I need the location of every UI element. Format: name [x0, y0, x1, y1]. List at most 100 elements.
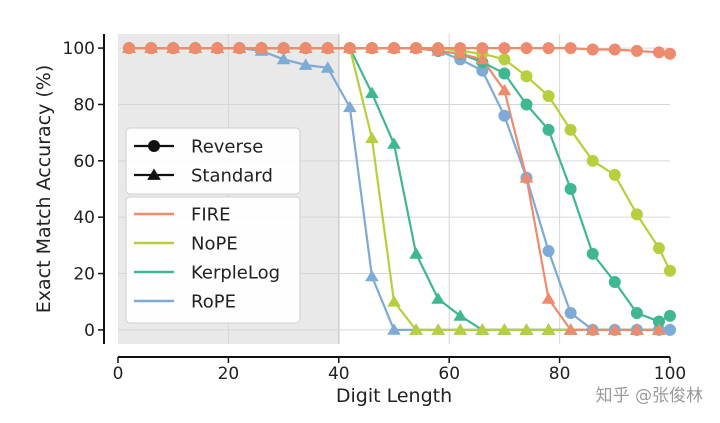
point-nope-standard — [497, 323, 512, 335]
point-nope-standard — [475, 323, 490, 335]
point-fire-standard — [607, 323, 622, 335]
point-fire-reverse — [365, 42, 378, 55]
point-fire-reverse — [388, 42, 400, 55]
point-kerplelog-reverse — [664, 309, 676, 322]
point-fire-reverse — [410, 42, 423, 55]
point-fire-reverse — [189, 42, 202, 55]
point-kerplelog-standard — [453, 309, 468, 321]
point-nope-standard — [409, 323, 423, 335]
point-nope-reverse — [564, 123, 577, 136]
point-nope-reverse — [542, 90, 555, 102]
point-fire-reverse — [299, 42, 312, 55]
y-tick-label: 40 — [73, 208, 95, 228]
point-kerplelog-reverse — [498, 67, 511, 80]
legend-format-box — [125, 127, 301, 195]
x-tick-label: 80 — [549, 364, 571, 384]
point-fire-reverse — [321, 42, 334, 55]
x-tick-label: 40 — [328, 364, 350, 384]
y-tick-label: 80 — [73, 95, 95, 115]
point-fire-reverse — [586, 43, 599, 56]
point-nope-standard — [541, 323, 556, 335]
point-fire-reverse — [476, 42, 489, 55]
point-fire-standard — [563, 323, 578, 335]
legend-label-fire: FIRE — [191, 205, 231, 226]
point-kerplelog-standard — [409, 247, 423, 259]
point-kerplelog-reverse — [630, 307, 643, 319]
point-fire-reverse — [542, 42, 555, 55]
point-nope-standard — [387, 295, 401, 307]
point-nope-standard — [365, 131, 379, 144]
point-kerplelog-reverse — [586, 247, 599, 260]
point-fire-reverse — [123, 42, 136, 55]
y-tick-label: 100 — [63, 39, 95, 59]
point-fire-reverse — [167, 42, 180, 55]
point-fire-reverse — [498, 42, 511, 55]
point-nope-standard — [519, 323, 534, 335]
x-tick-label: 100 — [654, 364, 686, 384]
point-fire-standard — [541, 292, 556, 304]
y-axis-label: Exact Match Accuracy (%) — [33, 65, 55, 314]
point-nope-reverse — [520, 70, 533, 83]
point-kerplelog-standard — [431, 292, 445, 304]
point-nope-reverse — [630, 208, 643, 221]
point-kerplelog-reverse — [608, 276, 621, 288]
point-fire-standard — [630, 323, 644, 335]
point-nope-standard — [453, 323, 468, 335]
point-nope-standard — [431, 323, 445, 335]
point-fire-standard — [497, 83, 512, 96]
legend-label-reverse: Reverse — [191, 137, 263, 158]
point-fire-reverse — [664, 47, 676, 60]
legend-label-rope: RoPE — [191, 292, 236, 313]
legend-label-standard: Standard — [191, 166, 273, 187]
point-fire-reverse — [233, 42, 246, 55]
axes — [98, 34, 671, 363]
point-nope-reverse — [608, 168, 621, 181]
x-axis-label: Digit Length — [336, 385, 452, 407]
point-fire-standard — [585, 323, 600, 335]
legend-series-box — [125, 196, 301, 324]
series-markers — [122, 41, 676, 336]
point-fire-standard — [652, 323, 666, 335]
point-fire-reverse — [211, 42, 224, 55]
point-fire-reverse — [432, 42, 445, 55]
point-rope-standard — [365, 269, 379, 282]
legend-marker-reverse — [148, 140, 160, 152]
point-rope-standard — [298, 58, 313, 70]
y-tick-label: 20 — [73, 265, 95, 285]
point-rope-standard — [343, 100, 357, 113]
x-tick-label: 20 — [218, 364, 240, 384]
point-nope-reverse — [498, 53, 511, 66]
x-tick-label: 60 — [438, 364, 460, 384]
y-tick-label: 0 — [84, 321, 95, 341]
point-fire-reverse — [520, 42, 533, 55]
point-fire-standard — [519, 171, 534, 183]
point-fire-reverse — [255, 42, 268, 55]
legend-label-nope: NoPE — [191, 234, 238, 255]
point-rope-reverse — [542, 245, 555, 257]
x-tick-label: 0 — [113, 364, 124, 384]
legend: Reverse Standard FIRE NoPE KerpleLog RoPE — [125, 127, 301, 324]
point-fire-reverse — [343, 42, 356, 55]
point-nope-reverse — [664, 264, 676, 277]
point-nope-reverse — [652, 242, 665, 255]
point-kerplelog-standard — [365, 86, 379, 99]
point-rope-standard — [320, 61, 335, 73]
point-rope-reverse — [664, 323, 676, 336]
point-kerplelog-reverse — [542, 123, 555, 136]
point-rope-reverse — [564, 307, 577, 319]
legend-marker-standard — [147, 168, 161, 180]
point-fire-reverse — [608, 43, 621, 56]
point-fire-reverse — [277, 42, 290, 55]
point-rope-standard — [387, 323, 401, 335]
point-fire-reverse — [630, 44, 643, 57]
point-kerplelog-standard — [387, 137, 401, 149]
point-fire-reverse — [652, 46, 665, 59]
point-kerplelog-reverse — [564, 183, 577, 195]
point-rope-standard — [276, 52, 291, 65]
tick-labels: 0 20 40 60 80 100 0 20 40 60 80 100 — [63, 39, 687, 384]
point-fire-reverse — [145, 42, 158, 55]
y-tick-label: 60 — [73, 152, 95, 172]
point-kerplelog-reverse — [520, 98, 533, 111]
